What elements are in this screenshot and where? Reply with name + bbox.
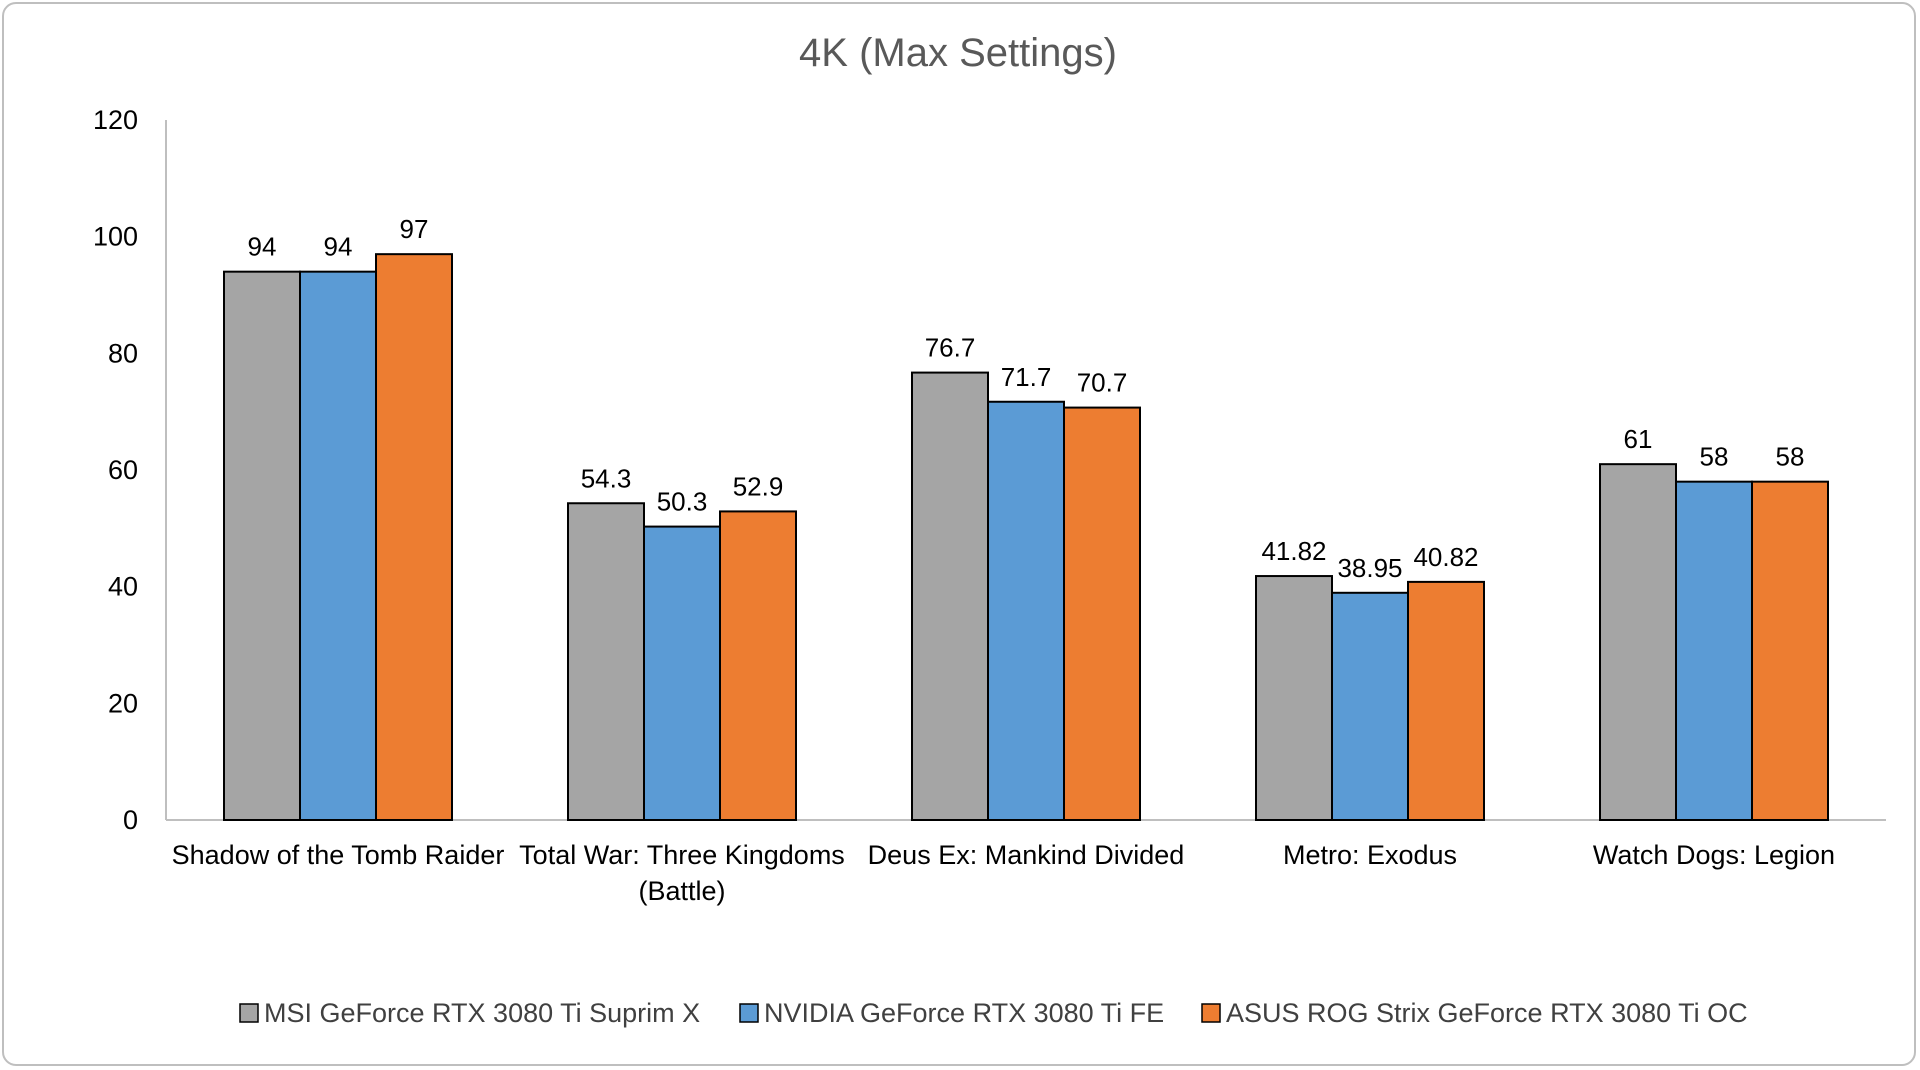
bar	[299, 270, 377, 821]
bar	[1331, 591, 1409, 822]
data-label: 58	[1700, 442, 1729, 472]
bar	[375, 253, 453, 821]
data-label: 94	[248, 232, 277, 262]
bar	[1063, 406, 1141, 821]
category-labels: Shadow of the Tomb Raider Total War: Thre…	[172, 840, 1835, 906]
bar	[1255, 575, 1333, 821]
y-tick-label: 120	[93, 105, 138, 135]
category-label: Shadow of the Tomb Raider	[172, 840, 505, 870]
bar	[987, 400, 1065, 821]
bar	[1751, 480, 1829, 821]
data-label: 97	[400, 214, 429, 244]
data-label: 61	[1624, 424, 1653, 454]
legend: MSI GeForce RTX 3080 Ti Suprim X NVIDIA G…	[239, 998, 1748, 1028]
data-label: 76.7	[925, 333, 976, 363]
y-tick-label: 0	[123, 805, 138, 835]
bar	[1599, 463, 1677, 821]
chart-title: 4K (Max Settings)	[799, 31, 1117, 75]
data-label: 52.9	[733, 471, 784, 501]
bar	[719, 510, 797, 821]
category-label: Metro: Exodus	[1283, 840, 1457, 870]
bar	[911, 371, 989, 821]
data-label: 54.3	[581, 463, 632, 493]
legend-label: ASUS ROG Strix GeForce RTX 3080 Ti OC	[1226, 998, 1748, 1028]
data-label: 94	[324, 232, 353, 262]
data-label: 70.7	[1077, 368, 1128, 398]
data-label: 58	[1776, 442, 1805, 472]
bar	[1675, 480, 1753, 821]
data-label: 71.7	[1001, 362, 1052, 392]
y-tick-label: 40	[108, 572, 138, 602]
bar	[643, 525, 721, 821]
bar	[223, 270, 301, 821]
data-label: 50.3	[657, 487, 708, 517]
data-label: 41.82	[1261, 536, 1326, 566]
bars	[223, 253, 1829, 822]
y-tick-label: 100	[93, 222, 138, 252]
legend-swatch	[1201, 1003, 1221, 1023]
bar	[567, 502, 645, 821]
data-label: 38.95	[1337, 553, 1402, 583]
y-tick-label: 60	[108, 455, 138, 485]
bar	[1407, 580, 1485, 822]
category-label: Total War: Three Kingdoms	[519, 840, 845, 870]
data-labels: 94 94 97 54.3 50.3 52.9 76.7 71.7 70.7 41.82 38.95…	[248, 214, 1805, 583]
data-label: 40.82	[1413, 542, 1478, 572]
legend-swatch	[239, 1003, 259, 1023]
category-label: (Battle)	[638, 876, 725, 906]
legend-swatch	[739, 1003, 759, 1023]
legend-label: MSI GeForce RTX 3080 Ti Suprim X	[264, 998, 700, 1028]
y-tick-label: 20	[108, 688, 138, 718]
legend-label: NVIDIA GeForce RTX 3080 Ti FE	[764, 998, 1164, 1028]
category-label: Watch Dogs: Legion	[1593, 840, 1835, 870]
category-label: Deus Ex: Mankind Divided	[868, 840, 1185, 870]
y-tick-label: 80	[108, 338, 138, 368]
